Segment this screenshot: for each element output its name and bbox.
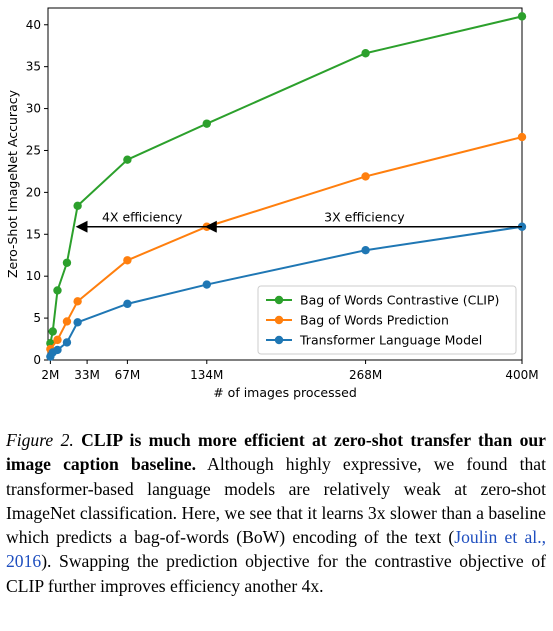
y-axis-label: Zero-Shot ImageNet Accuracy	[5, 89, 20, 278]
y-tick-label: 10	[26, 269, 41, 283]
x-tick-label: 33M	[74, 368, 100, 382]
y-tick-label: 35	[26, 60, 41, 74]
data-point	[123, 155, 132, 164]
chart-area: 0 5 10 15 20 25 30 35 40 2M 33M 67M 134M 268M 400M # of…	[5, 7, 539, 400]
figure-caption: Figure 2. CLIP is much more efficient at…	[6, 428, 546, 598]
data-point	[202, 280, 211, 289]
legend-box	[257, 285, 517, 355]
data-point	[202, 119, 211, 128]
x-tick-label: 67M	[115, 368, 141, 382]
citation-link[interactable]: Joulin et al., 2016	[6, 527, 546, 572]
y-tick-label: 30	[26, 102, 41, 116]
data-point	[62, 338, 72, 347]
x-tick-label: 268M	[349, 368, 382, 382]
data-point	[361, 49, 370, 58]
legend-label: Bag of Words Contrastive (CLIP)	[300, 293, 499, 308]
data-point	[53, 286, 62, 295]
data-point	[73, 201, 82, 210]
x-tick-label: 134M	[190, 368, 223, 382]
x-tick-label: 400M	[505, 368, 538, 382]
legend-swatch-marker	[274, 295, 284, 305]
y-tick-label: 20	[26, 185, 41, 199]
data-point	[73, 318, 82, 327]
data-point	[73, 297, 82, 306]
figure-label: Figure 2.	[6, 430, 74, 450]
caption-bold-text: CLIP is much more efficient at zero-shot…	[6, 430, 546, 475]
caption-body-text-2: ). Swapping the prediction objective for…	[6, 551, 546, 596]
data-point	[361, 172, 370, 181]
y-tick-label: 5	[33, 311, 41, 325]
data-point	[62, 258, 72, 267]
legend-swatch-marker	[274, 315, 284, 325]
y-tick-label: 15	[26, 227, 41, 241]
legend-swatch-marker	[274, 335, 284, 345]
data-point	[123, 299, 132, 309]
legend-label: Bag of Words Prediction	[300, 313, 449, 328]
data-point	[53, 345, 62, 355]
data-point	[62, 317, 72, 326]
data-point	[517, 132, 527, 142]
y-tick-label: 0	[33, 353, 41, 367]
data-point	[361, 246, 370, 255]
legend-label: Transformer Language Model	[299, 333, 482, 348]
x-tick-label: 2M	[41, 368, 59, 382]
data-point	[53, 335, 62, 345]
plot-frame	[47, 7, 523, 361]
efficiency-label-1: 4X efficiency	[102, 210, 183, 225]
data-point	[48, 327, 57, 336]
data-point	[123, 256, 132, 265]
data-point	[517, 12, 527, 21]
efficiency-label-2: 3X efficiency	[324, 210, 405, 225]
y-tick-label: 40	[26, 18, 41, 32]
caption-body-text-1: Although highly expressive, we found tha…	[6, 454, 546, 548]
y-tick-label: 25	[26, 143, 41, 157]
x-axis-label: # of images processed	[213, 385, 357, 400]
line-chart: 0 5 10 15 20 25 30 35 40 2M 33M 67M 134M 268M 400M # of…	[5, 7, 539, 400]
